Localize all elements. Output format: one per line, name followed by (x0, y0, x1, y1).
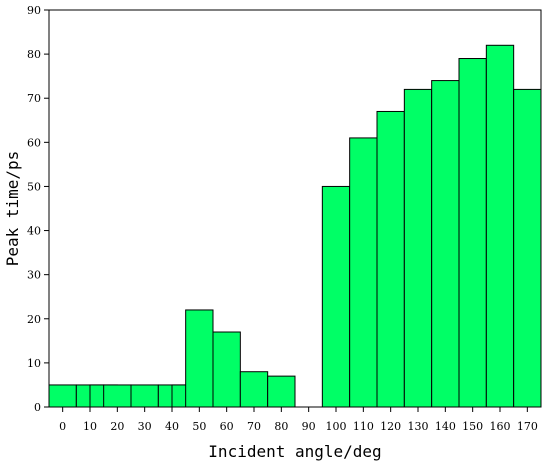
bar-9 (239, 371, 269, 408)
x-tick-label-13: 130 (408, 420, 429, 433)
bar-3 (103, 384, 132, 408)
bar-8 (212, 331, 241, 408)
bar-13 (376, 110, 405, 408)
bar-18 (513, 88, 542, 408)
x-axis-ticks: 0 10 20 30 40 50 60 70 80 90 100 110 120 130 140 150 160… (59, 407, 538, 433)
x-tick-label-2: 20 (110, 420, 124, 433)
y-tick-label-8: 80 (27, 48, 41, 61)
y-tick-label-1: 10 (27, 357, 41, 370)
bar-11 (321, 185, 351, 408)
x-tick-label-5: 50 (192, 420, 206, 433)
y-tick-label-7: 70 (27, 92, 41, 105)
y-axis-ticks: 0 10 20 30 40 50 60 70 80 90 (27, 4, 49, 414)
bar-4 (130, 384, 159, 408)
bar-0 (48, 384, 77, 408)
x-tick-label-11: 110 (353, 420, 374, 433)
x-tick-label-17: 170 (517, 420, 538, 433)
y-axis-title: Peak time/ps (3, 151, 22, 267)
x-tick-label-14: 140 (435, 420, 456, 433)
x-tick-label-8: 80 (274, 420, 288, 433)
bar-15 (431, 80, 460, 408)
bars-group (48, 44, 542, 408)
bar-16 (458, 58, 487, 408)
y-tick-label-3: 30 (27, 269, 41, 282)
x-tick-label-15: 150 (462, 420, 483, 433)
y-tick-label-0: 0 (34, 401, 41, 414)
bar-10 (267, 375, 296, 408)
x-tick-label-9: 90 (302, 420, 316, 433)
x-tick-label-10: 100 (326, 420, 347, 433)
x-tick-label-1: 10 (83, 420, 97, 433)
plot-frame (48, 9, 542, 408)
y-tick-label-4: 40 (27, 225, 41, 238)
x-tick-label-3: 30 (138, 420, 152, 433)
x-tick-label-7: 70 (247, 420, 261, 433)
y-tick-label-6: 60 (27, 136, 41, 149)
x-tick-label-6: 60 (220, 420, 234, 433)
y-tick-label-9: 90 (27, 4, 41, 17)
bar-17 (485, 44, 515, 408)
bar-14 (403, 88, 433, 408)
y-tick-label-5: 50 (27, 180, 41, 193)
x-tick-label-4: 40 (165, 420, 179, 433)
bar-7 (185, 309, 214, 408)
x-tick-label-12: 120 (380, 420, 401, 433)
y-tick-label-2: 20 (27, 313, 41, 326)
x-axis-title: Incident angle/deg (208, 442, 381, 461)
bar-12 (349, 137, 378, 408)
x-tick-label-0: 0 (59, 420, 66, 433)
x-tick-label-16: 160 (490, 420, 511, 433)
